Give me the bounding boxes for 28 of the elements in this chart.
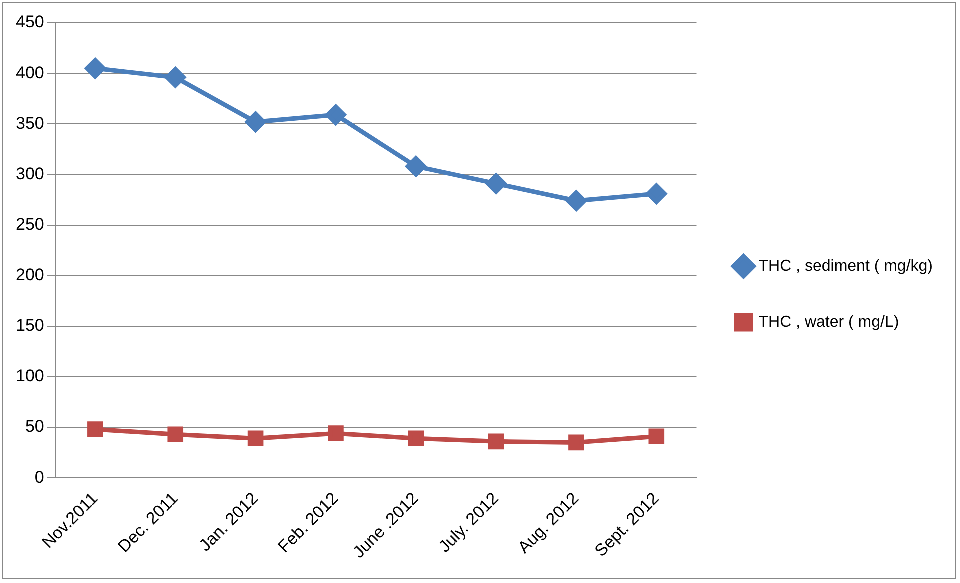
y-tick-label: 450	[16, 12, 44, 32]
y-tick-label: 400	[16, 63, 44, 82]
point	[248, 430, 264, 447]
point	[408, 430, 424, 447]
point	[406, 156, 426, 177]
point	[646, 184, 667, 204]
point	[326, 104, 346, 126]
y-tick-label: 150	[16, 316, 44, 336]
point	[328, 426, 344, 442]
point	[568, 434, 584, 451]
point	[88, 422, 104, 438]
point	[566, 190, 587, 212]
point	[486, 174, 507, 194]
y-tick-label: 50	[25, 417, 44, 436]
y-tick-label: 250	[16, 214, 44, 234]
y-tick-label: 100	[16, 366, 44, 386]
point	[246, 112, 266, 132]
point	[165, 67, 186, 88]
y-tick-label: 200	[16, 266, 44, 285]
point	[648, 428, 665, 445]
y-tick-label: 0	[34, 468, 44, 487]
point	[85, 58, 106, 79]
point	[488, 434, 504, 450]
y-tick-label: 350	[16, 114, 44, 133]
y-tick-label: 300	[16, 164, 44, 184]
legend-label: THC , water ( mg/L)	[758, 314, 900, 331]
legend-label: THC , sediment ( mg/kg)	[758, 258, 934, 275]
point	[168, 426, 184, 443]
